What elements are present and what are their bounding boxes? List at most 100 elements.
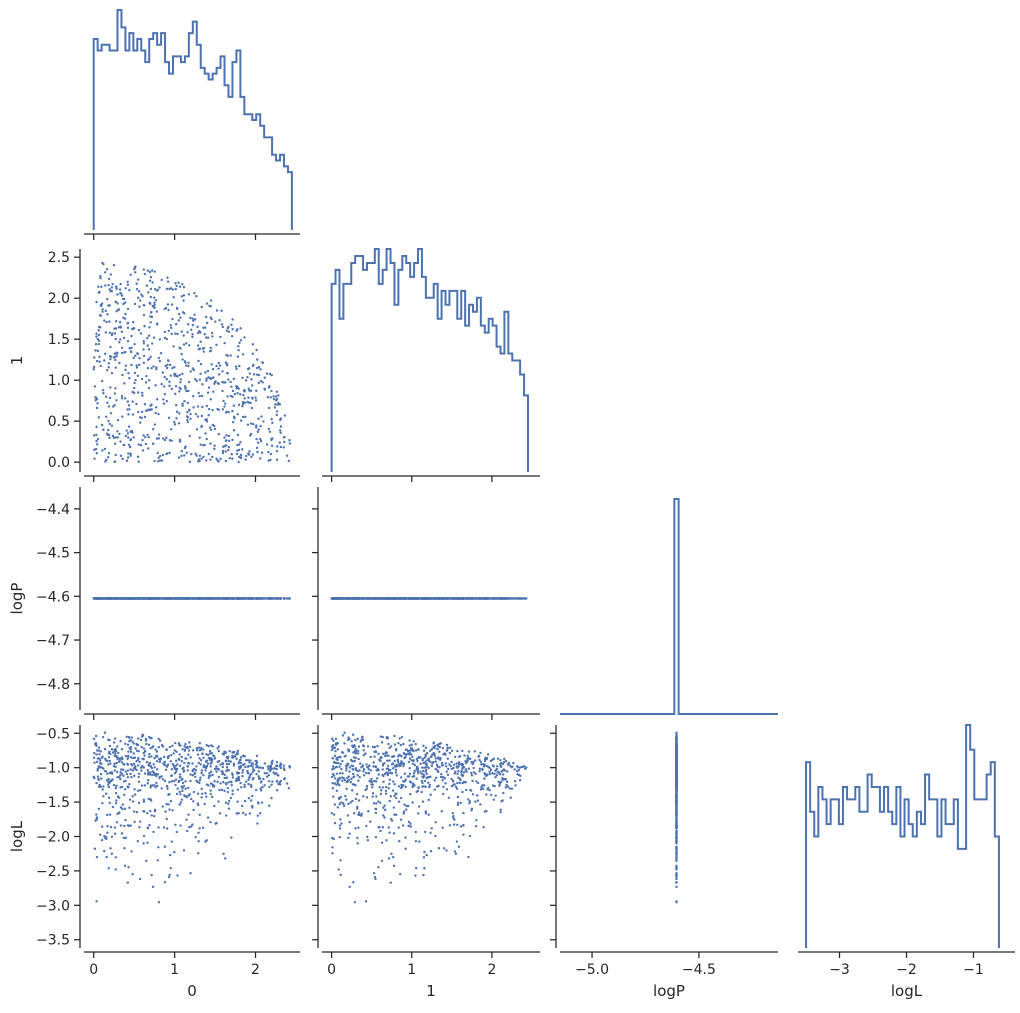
scatter-logL-vs-1-point bbox=[351, 760, 354, 763]
scatter-logL-vs-0-point bbox=[179, 793, 182, 796]
scatter-logL-vs-1-point bbox=[333, 803, 337, 806]
scatter-logL-vs-0-point bbox=[147, 743, 151, 747]
scatter-logL-vs-0-point bbox=[215, 765, 218, 768]
scatter-1-vs-0-point bbox=[166, 359, 170, 362]
scatter-logL-vs-1-point bbox=[444, 753, 447, 756]
scatter-logL-vs-1-point bbox=[404, 748, 407, 752]
scatter-1-vs-0-point bbox=[108, 288, 111, 291]
scatter-1-vs-0-point bbox=[143, 272, 147, 276]
scatter-logL-vs-0-point bbox=[174, 823, 177, 826]
scatter-1-vs-0-point bbox=[120, 294, 124, 297]
scatter-logL-vs-1-point bbox=[374, 750, 377, 753]
scatter-logL-vs-0-point bbox=[142, 834, 146, 838]
scatter-logL-vs-0-point bbox=[128, 782, 131, 786]
scatter-logL-vs-0-point bbox=[148, 761, 152, 765]
scatter-logL-vs-0-point bbox=[278, 781, 281, 784]
scatter-1-vs-0-point bbox=[175, 410, 179, 413]
scatter-logL-vs-1-point bbox=[468, 800, 472, 803]
scatter-1-vs-0-point bbox=[255, 437, 258, 441]
scatter-1-vs-0-point bbox=[205, 420, 209, 423]
scatter-logL-vs-1-point bbox=[494, 794, 497, 797]
scatter-logL-vs-0-point bbox=[113, 737, 117, 740]
scatter-1-vs-0-point bbox=[118, 432, 121, 436]
scatter-logL-vs-1-point bbox=[469, 757, 472, 761]
scatter-logL-vs-0-point bbox=[139, 820, 142, 823]
scatter-logL-vs-1-point bbox=[349, 801, 352, 804]
scatter-logL-vs-0-point bbox=[255, 772, 258, 776]
scatter-logL-vs-0-point bbox=[140, 745, 143, 749]
scatter-logL-vs-1-point bbox=[331, 852, 334, 855]
scatter-1-vs-0-point bbox=[246, 375, 249, 379]
scatter-1-vs-0-point bbox=[137, 460, 140, 463]
scatter-logL-vs-0-point bbox=[156, 768, 159, 771]
scatter-logL-vs-1-point bbox=[417, 812, 420, 815]
scatter-1-vs-0-point bbox=[177, 422, 181, 425]
scatter-logL-vs-0-point bbox=[201, 752, 204, 756]
scatter-logL-vs-0-point bbox=[176, 787, 179, 790]
scatter-logL-vs-1-point bbox=[471, 779, 474, 783]
scatter-1-vs-0-point bbox=[259, 437, 262, 441]
scatter-logL-vs-0-point bbox=[259, 811, 262, 815]
scatter-1-vs-0-point bbox=[268, 430, 272, 433]
scatter-1-vs-0-point bbox=[161, 453, 165, 457]
scatter-logL-vs-0-point bbox=[256, 814, 260, 817]
scatter-logP-vs-1-point bbox=[513, 597, 516, 600]
scatter-logL-vs-1-point bbox=[391, 789, 395, 792]
scatter-logP-vs-0-point bbox=[143, 597, 147, 600]
scatter-logL-vs-1-point bbox=[445, 765, 448, 768]
scatter-logL-vs-0-point bbox=[130, 775, 133, 779]
scatter-logL-vs-1-point bbox=[384, 789, 388, 793]
scatter-logP-vs-0-point bbox=[247, 597, 250, 600]
scatter-logL-vs-0-point bbox=[130, 736, 133, 739]
scatter-logL-vs-0-point bbox=[103, 770, 107, 773]
scatter-logL-vs-1-point bbox=[394, 749, 398, 752]
scatter-logL-vs-0-point bbox=[112, 741, 116, 744]
scatter-1-vs-0-point bbox=[142, 268, 146, 271]
scatter-1-vs-0-point bbox=[189, 417, 192, 420]
scatter-1-vs-0-point bbox=[168, 363, 172, 367]
scatter-1-vs-0-group bbox=[92, 261, 292, 464]
scatter-logL-vs-1-point bbox=[330, 748, 334, 752]
scatter-logL-vs-0-point bbox=[221, 765, 225, 769]
scatter-1-vs-0-point bbox=[235, 367, 238, 371]
scatter-logL-vs-1-point bbox=[480, 785, 483, 789]
scatter-logL-vs-0-point bbox=[196, 780, 199, 784]
scatter-1-vs-0-point bbox=[174, 385, 178, 388]
scatter-1-vs-0-point bbox=[95, 452, 98, 455]
y-tick-label: −4.5 bbox=[36, 546, 70, 562]
scatter-1-vs-0-point bbox=[225, 410, 228, 414]
scatter-logP-vs-0-point bbox=[107, 597, 110, 600]
scatter-logL-vs-0-point bbox=[199, 758, 203, 762]
scatter-1-vs-0-point bbox=[149, 276, 153, 279]
scatter-logL-vs-0-point bbox=[115, 784, 118, 788]
scatter-logL-vs-1-point bbox=[386, 736, 390, 740]
scatter-logL-vs-1-point bbox=[381, 762, 385, 766]
scatter-1-vs-0-point bbox=[244, 379, 248, 382]
scatter-logL-vs-1-point bbox=[499, 781, 502, 784]
scatter-1-vs-0-point bbox=[103, 359, 106, 362]
scatter-logL-vs-1-point bbox=[451, 812, 455, 815]
scatter-1-vs-0-point bbox=[259, 457, 262, 460]
scatter-1-vs-0-point bbox=[242, 393, 245, 397]
scatter-logL-vs-0-point bbox=[196, 792, 200, 795]
scatter-1-vs-0-point bbox=[254, 399, 258, 402]
scatter-1-vs-0-point bbox=[114, 436, 117, 439]
scatter-1-vs-0-point bbox=[152, 336, 156, 339]
scatter-logL-vs-0-point bbox=[140, 769, 143, 772]
scatter-logL-vs-1-point bbox=[409, 781, 413, 784]
scatter-logL-vs-0-point bbox=[173, 779, 176, 783]
scatter-logL-vs-0-point bbox=[163, 845, 167, 848]
scatter-1-vs-0-point bbox=[153, 423, 157, 426]
hist-0 bbox=[92, 9, 293, 230]
scatter-logL-vs-0-point bbox=[103, 731, 107, 734]
scatter-1-vs-0-point bbox=[126, 339, 130, 343]
scatter-1-vs-0-point bbox=[99, 276, 102, 280]
scatter-logL-vs-0-point bbox=[138, 877, 142, 881]
scatter-logL-vs-1-point bbox=[448, 824, 452, 827]
scatter-logL-vs-1-point bbox=[400, 735, 404, 739]
scatter-logL-vs-1-point bbox=[339, 762, 342, 766]
scatter-1-vs-0-point bbox=[104, 309, 107, 313]
scatter-logL-vs-1-point bbox=[331, 846, 334, 849]
scatter-logL-vs-0-point bbox=[239, 781, 242, 785]
scatter-logL-vs-1-point bbox=[333, 761, 337, 764]
